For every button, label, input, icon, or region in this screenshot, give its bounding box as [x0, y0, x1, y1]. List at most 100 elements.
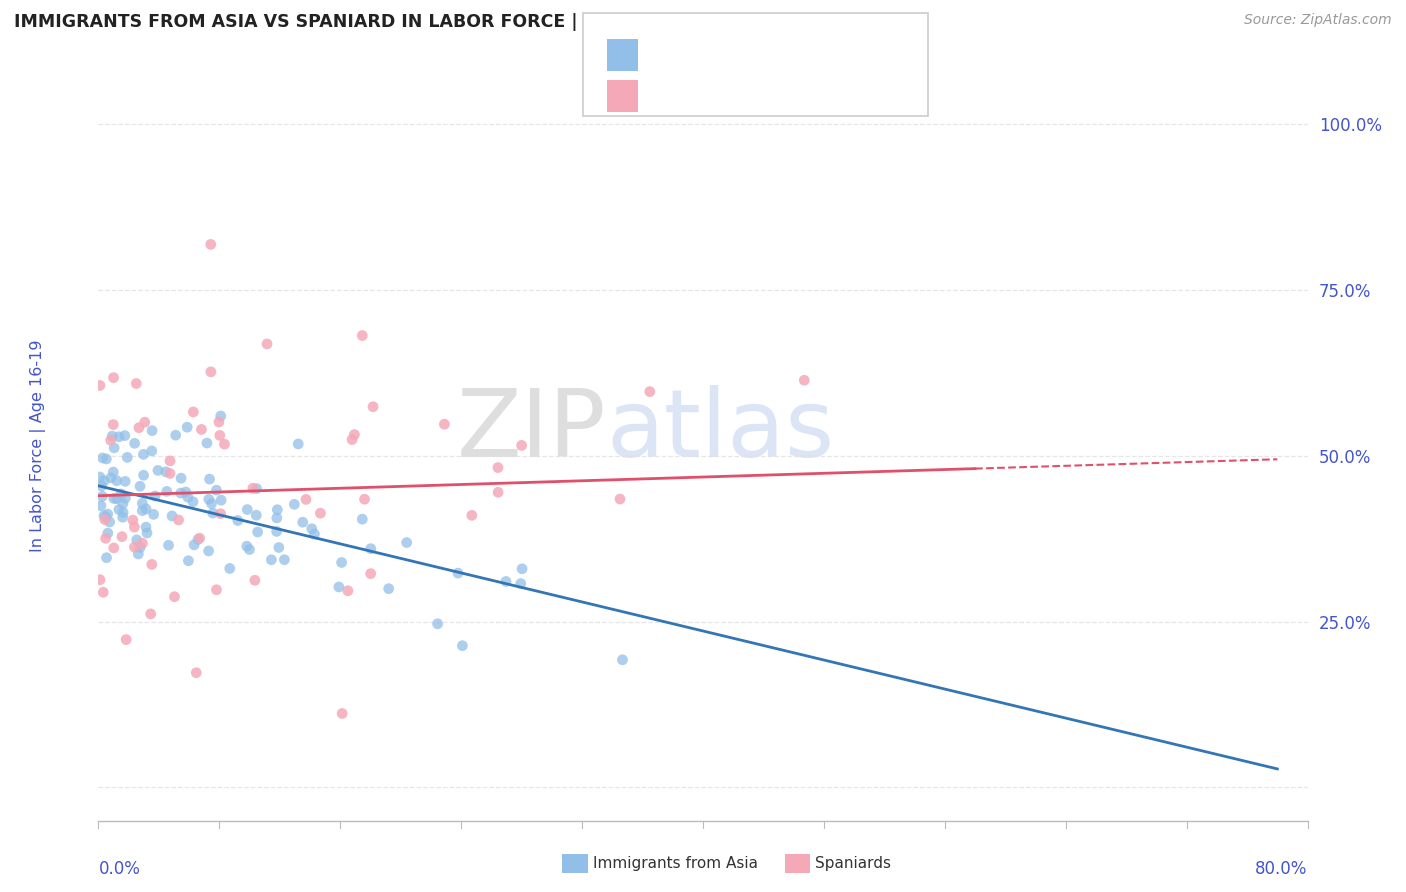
- Point: [100, 471, 122, 485]
- Point: [242, 481, 264, 495]
- Text: 0.0%: 0.0%: [98, 861, 141, 879]
- Point: [295, 492, 318, 507]
- Point: [495, 574, 517, 589]
- Point: [105, 474, 128, 488]
- Point: [131, 536, 153, 550]
- Point: [209, 493, 232, 508]
- Point: [89, 470, 111, 484]
- Point: [793, 373, 815, 387]
- Point: [238, 542, 260, 557]
- Point: [361, 400, 384, 414]
- Point: [201, 506, 224, 520]
- Point: [461, 508, 484, 523]
- Point: [136, 526, 159, 541]
- Point: [309, 506, 332, 520]
- Point: [197, 544, 219, 558]
- Point: [97, 526, 120, 541]
- Point: [352, 512, 374, 526]
- Text: N =: N =: [779, 87, 827, 104]
- Point: [236, 539, 259, 553]
- Point: [245, 508, 267, 523]
- Point: [108, 502, 131, 516]
- Point: [89, 378, 111, 392]
- Point: [156, 484, 179, 499]
- Text: R =: R =: [652, 87, 689, 104]
- Text: R =: R =: [652, 46, 689, 64]
- Point: [266, 511, 288, 525]
- Point: [97, 507, 120, 521]
- Point: [205, 582, 228, 597]
- Point: [127, 547, 149, 561]
- Point: [124, 436, 146, 450]
- Point: [132, 468, 155, 483]
- Point: [103, 465, 125, 479]
- Point: [91, 489, 114, 503]
- Point: [93, 474, 115, 488]
- Point: [114, 475, 136, 489]
- Point: [509, 576, 531, 591]
- Point: [177, 490, 200, 504]
- Text: IMMIGRANTS FROM ASIA VS SPANIARD IN LABOR FORCE | AGE 16-19 CORRELATION CHART: IMMIGRANTS FROM ASIA VS SPANIARD IN LABO…: [14, 13, 900, 31]
- Point: [94, 510, 117, 524]
- Point: [433, 417, 456, 432]
- Point: [208, 428, 231, 442]
- Point: [353, 492, 375, 507]
- Point: [165, 428, 187, 442]
- Point: [129, 479, 152, 493]
- Point: [283, 497, 305, 511]
- Point: [112, 505, 135, 519]
- Point: [360, 541, 382, 556]
- Point: [287, 437, 309, 451]
- Point: [226, 514, 249, 528]
- Point: [163, 590, 186, 604]
- Point: [245, 482, 267, 496]
- Point: [114, 491, 136, 505]
- Point: [141, 424, 163, 438]
- Point: [612, 653, 634, 667]
- Point: [209, 409, 232, 423]
- Point: [114, 428, 136, 442]
- Point: [105, 491, 128, 506]
- Point: [266, 524, 288, 539]
- Point: [159, 454, 181, 468]
- Point: [141, 558, 163, 572]
- Point: [170, 486, 193, 500]
- Point: [236, 502, 259, 516]
- Text: 102: 102: [835, 46, 870, 64]
- Point: [135, 520, 157, 534]
- Point: [205, 483, 228, 498]
- Point: [111, 530, 134, 544]
- Point: [142, 508, 165, 522]
- Point: [486, 485, 509, 500]
- Text: Spaniards: Spaniards: [815, 856, 891, 871]
- Point: [174, 485, 197, 500]
- Point: [110, 487, 132, 501]
- Point: [447, 566, 470, 580]
- Text: -0.824: -0.824: [699, 46, 758, 64]
- Point: [291, 515, 314, 529]
- Point: [103, 491, 125, 506]
- Point: [115, 632, 138, 647]
- Point: [101, 429, 124, 443]
- Point: [328, 580, 350, 594]
- Point: [129, 541, 152, 555]
- Point: [352, 328, 374, 343]
- Point: [89, 573, 111, 587]
- Point: [170, 471, 193, 485]
- Point: [125, 376, 148, 391]
- Point: [124, 520, 146, 534]
- Point: [260, 553, 283, 567]
- Point: [426, 616, 449, 631]
- Point: [134, 415, 156, 429]
- Point: [111, 497, 134, 511]
- Point: [131, 503, 153, 517]
- Point: [128, 421, 150, 435]
- Point: [336, 583, 359, 598]
- Point: [159, 467, 181, 481]
- Point: [103, 441, 125, 455]
- Point: [510, 562, 533, 576]
- Point: [117, 450, 139, 465]
- Point: [256, 337, 278, 351]
- Point: [90, 499, 112, 513]
- Point: [139, 607, 162, 621]
